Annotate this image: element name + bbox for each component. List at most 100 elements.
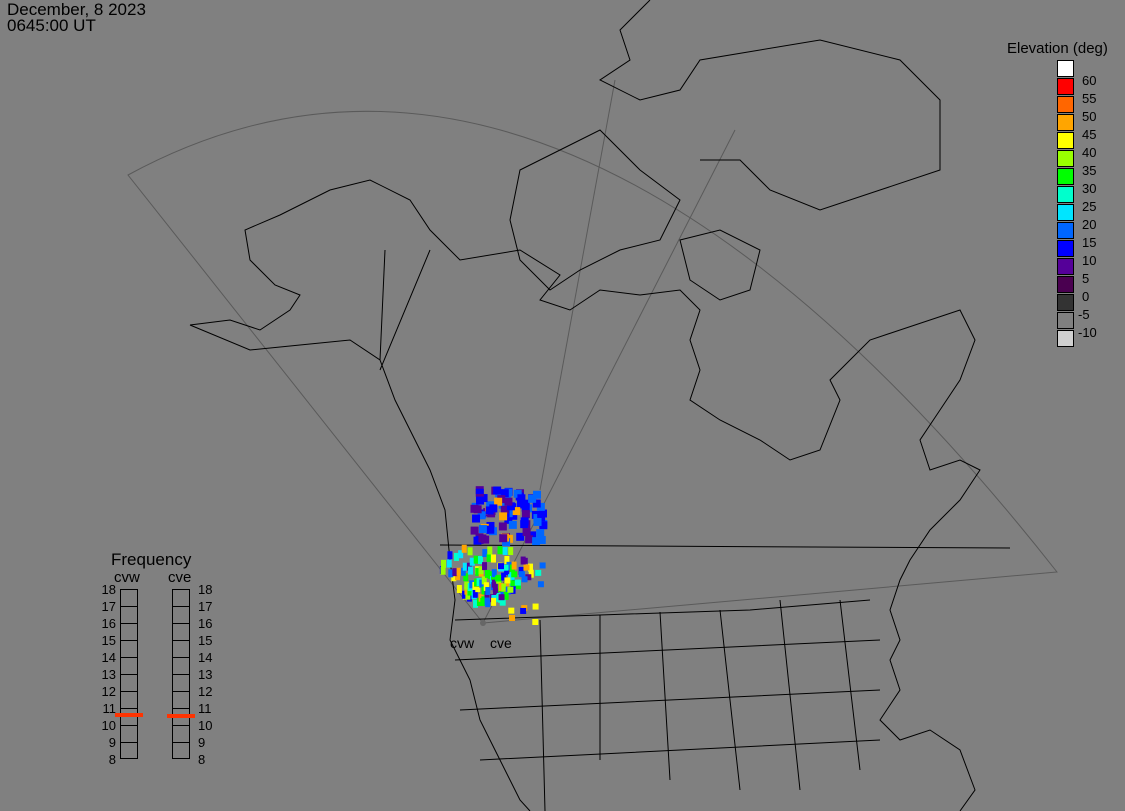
echo-cell xyxy=(483,582,489,591)
echo-cell xyxy=(476,578,482,587)
frequency-radar-cve: cve xyxy=(168,569,192,586)
colorbar-label: 35 xyxy=(1082,163,1097,178)
colorbar-swatch xyxy=(1057,294,1074,311)
echo-cell xyxy=(486,525,495,534)
frequency-tick-label: 18 xyxy=(101,582,116,597)
echo-cell xyxy=(535,569,542,576)
echo-cell xyxy=(456,567,462,576)
echo-cell xyxy=(521,576,528,583)
radar-echoes xyxy=(439,486,548,625)
echo-cell xyxy=(460,567,466,576)
echo-cell xyxy=(495,575,502,582)
colorbar-swatch xyxy=(1057,312,1074,329)
frequency-tick-label: 9 xyxy=(198,735,206,750)
frequency-tick-label: 9 xyxy=(108,735,116,750)
echo-cell xyxy=(451,573,457,582)
echo-cell xyxy=(497,546,503,555)
echo-cell xyxy=(525,574,532,581)
frequency-marker-cve xyxy=(167,713,195,718)
echo-cell xyxy=(498,500,507,509)
radar-site-cvw-marker xyxy=(480,620,486,626)
echo-cell xyxy=(521,503,530,512)
frequency-marker-cvw xyxy=(115,712,143,717)
echo-cell xyxy=(518,571,525,578)
echo-cell xyxy=(509,614,516,621)
echo-cell xyxy=(448,569,454,578)
echo-cell xyxy=(474,578,480,587)
frequency-tick-label: 15 xyxy=(101,633,116,648)
frequency-tick-label: 14 xyxy=(101,650,116,665)
echo-cell xyxy=(493,588,499,597)
echo-cell xyxy=(500,489,509,498)
colorbar-label: 60 xyxy=(1082,73,1097,88)
echo-cell xyxy=(514,579,521,586)
echo-cell xyxy=(487,546,493,555)
frequency-tick-label: 17 xyxy=(101,599,116,614)
frequency-tick-label: 11 xyxy=(102,701,117,716)
colorbar-swatch xyxy=(1057,132,1074,149)
echo-cell xyxy=(518,566,524,575)
echo-cell xyxy=(528,494,537,503)
echo-cell xyxy=(469,557,475,566)
frequency-tick-label: 8 xyxy=(108,752,116,767)
echo-cell xyxy=(497,563,504,570)
frequency-tick-label: 16 xyxy=(101,616,116,631)
echo-cell xyxy=(488,571,494,580)
frequency-tick-label: 13 xyxy=(101,667,116,682)
echo-cell xyxy=(462,562,468,571)
colorbar-swatch xyxy=(1057,186,1074,203)
colorbar-label: 15 xyxy=(1082,235,1097,250)
echo-cell xyxy=(482,549,488,558)
echo-cell xyxy=(511,571,518,578)
echo-cell xyxy=(517,494,526,503)
echo-cell xyxy=(493,486,502,495)
time-label: 0645:00 UT xyxy=(7,16,96,35)
echo-cell xyxy=(454,572,460,581)
colorbar-label: -10 xyxy=(1078,325,1097,340)
frequency-bar-cvw xyxy=(120,589,138,759)
frequency-tick-label: 15 xyxy=(198,633,213,648)
echo-cell xyxy=(506,502,515,511)
echo-cell xyxy=(537,513,546,522)
echo-cell xyxy=(467,587,473,596)
colorbar-swatch xyxy=(1057,150,1074,167)
echo-cell xyxy=(462,590,468,599)
echo-cell xyxy=(521,510,530,519)
frequency-tick-label: 11 xyxy=(198,701,212,716)
colorbar-label: 30 xyxy=(1082,181,1097,196)
colorbar-swatch xyxy=(1057,168,1074,185)
echo-cell xyxy=(504,515,513,524)
echo-cell xyxy=(491,579,497,588)
echo-cell xyxy=(528,569,534,578)
frequency-title: Frequency xyxy=(111,550,192,569)
colorbar-label: 5 xyxy=(1082,271,1090,286)
frequency-tick-label: 18 xyxy=(198,582,213,597)
echo-cell xyxy=(536,502,545,511)
echo-cell xyxy=(458,550,464,559)
echo-cell xyxy=(463,573,469,582)
frequency-tick-label: 10 xyxy=(101,718,116,733)
echo-cell xyxy=(532,499,541,508)
echo-cell xyxy=(502,546,508,555)
echo-cell xyxy=(503,567,509,576)
echo-cell xyxy=(470,526,479,535)
echo-cell xyxy=(523,564,530,571)
echo-cell xyxy=(485,569,491,578)
echo-cell xyxy=(447,551,453,560)
echo-cell xyxy=(498,594,505,601)
colorbar-swatch xyxy=(1057,78,1074,95)
echo-cell xyxy=(501,572,507,581)
fov-outline xyxy=(127,79,1058,624)
echo-cell xyxy=(481,596,487,605)
frequency-bar-cve xyxy=(172,589,190,759)
echo-cell xyxy=(527,563,533,572)
echo-cell xyxy=(520,607,527,614)
colorbar-label: 25 xyxy=(1082,199,1097,214)
echo-cell xyxy=(478,566,484,575)
frequency-tick-label: 10 xyxy=(198,718,213,733)
echo-cell xyxy=(499,534,508,543)
colorbar-swatch xyxy=(1057,222,1074,239)
echo-cell xyxy=(504,577,511,584)
echo-cell xyxy=(486,553,492,562)
